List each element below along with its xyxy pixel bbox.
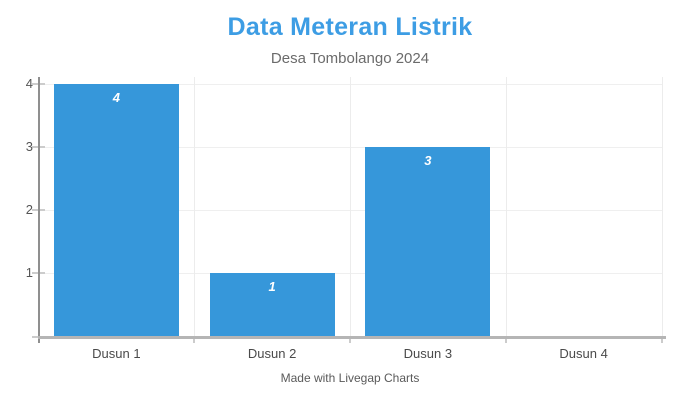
footer-credit: Made with Livegap Charts bbox=[280, 371, 420, 385]
x-tick-label: Dusun 2 bbox=[247, 346, 297, 361]
y-axis-line bbox=[38, 77, 40, 343]
bar-dusun-2: 1 bbox=[209, 273, 335, 336]
y-tick-label: 3 bbox=[25, 138, 33, 154]
y-tick-label: 4 bbox=[25, 75, 33, 91]
bar-value-label: 1 bbox=[268, 279, 276, 295]
x-axis-tick bbox=[660, 336, 663, 343]
y-tick-label: 1 bbox=[25, 265, 33, 281]
bar-value-label: 4 bbox=[112, 89, 120, 105]
y-tick-label: 2 bbox=[25, 202, 33, 218]
v-gridline bbox=[505, 77, 507, 337]
chart-subtitle: Desa Tombolango 2024 bbox=[270, 50, 430, 67]
x-tick-label: Dusun 4 bbox=[559, 346, 608, 361]
v-gridline bbox=[661, 77, 663, 337]
x-axis-tick bbox=[504, 336, 507, 343]
x-tick-label: Dusun 3 bbox=[403, 346, 453, 361]
v-gridline bbox=[350, 77, 351, 337]
x-tick-label: Dusun 1 bbox=[92, 346, 141, 361]
x-axis-tick bbox=[349, 336, 351, 343]
x-axis-line bbox=[38, 335, 666, 339]
bar-value-label: 3 bbox=[424, 152, 432, 168]
x-axis-tick bbox=[193, 336, 196, 343]
bar-dusun-1: 4 bbox=[53, 83, 179, 336]
v-gridline bbox=[194, 77, 196, 337]
chart-title: Data Meteran Listrik bbox=[227, 13, 473, 41]
bar-dusun-3: 3 bbox=[365, 146, 491, 336]
